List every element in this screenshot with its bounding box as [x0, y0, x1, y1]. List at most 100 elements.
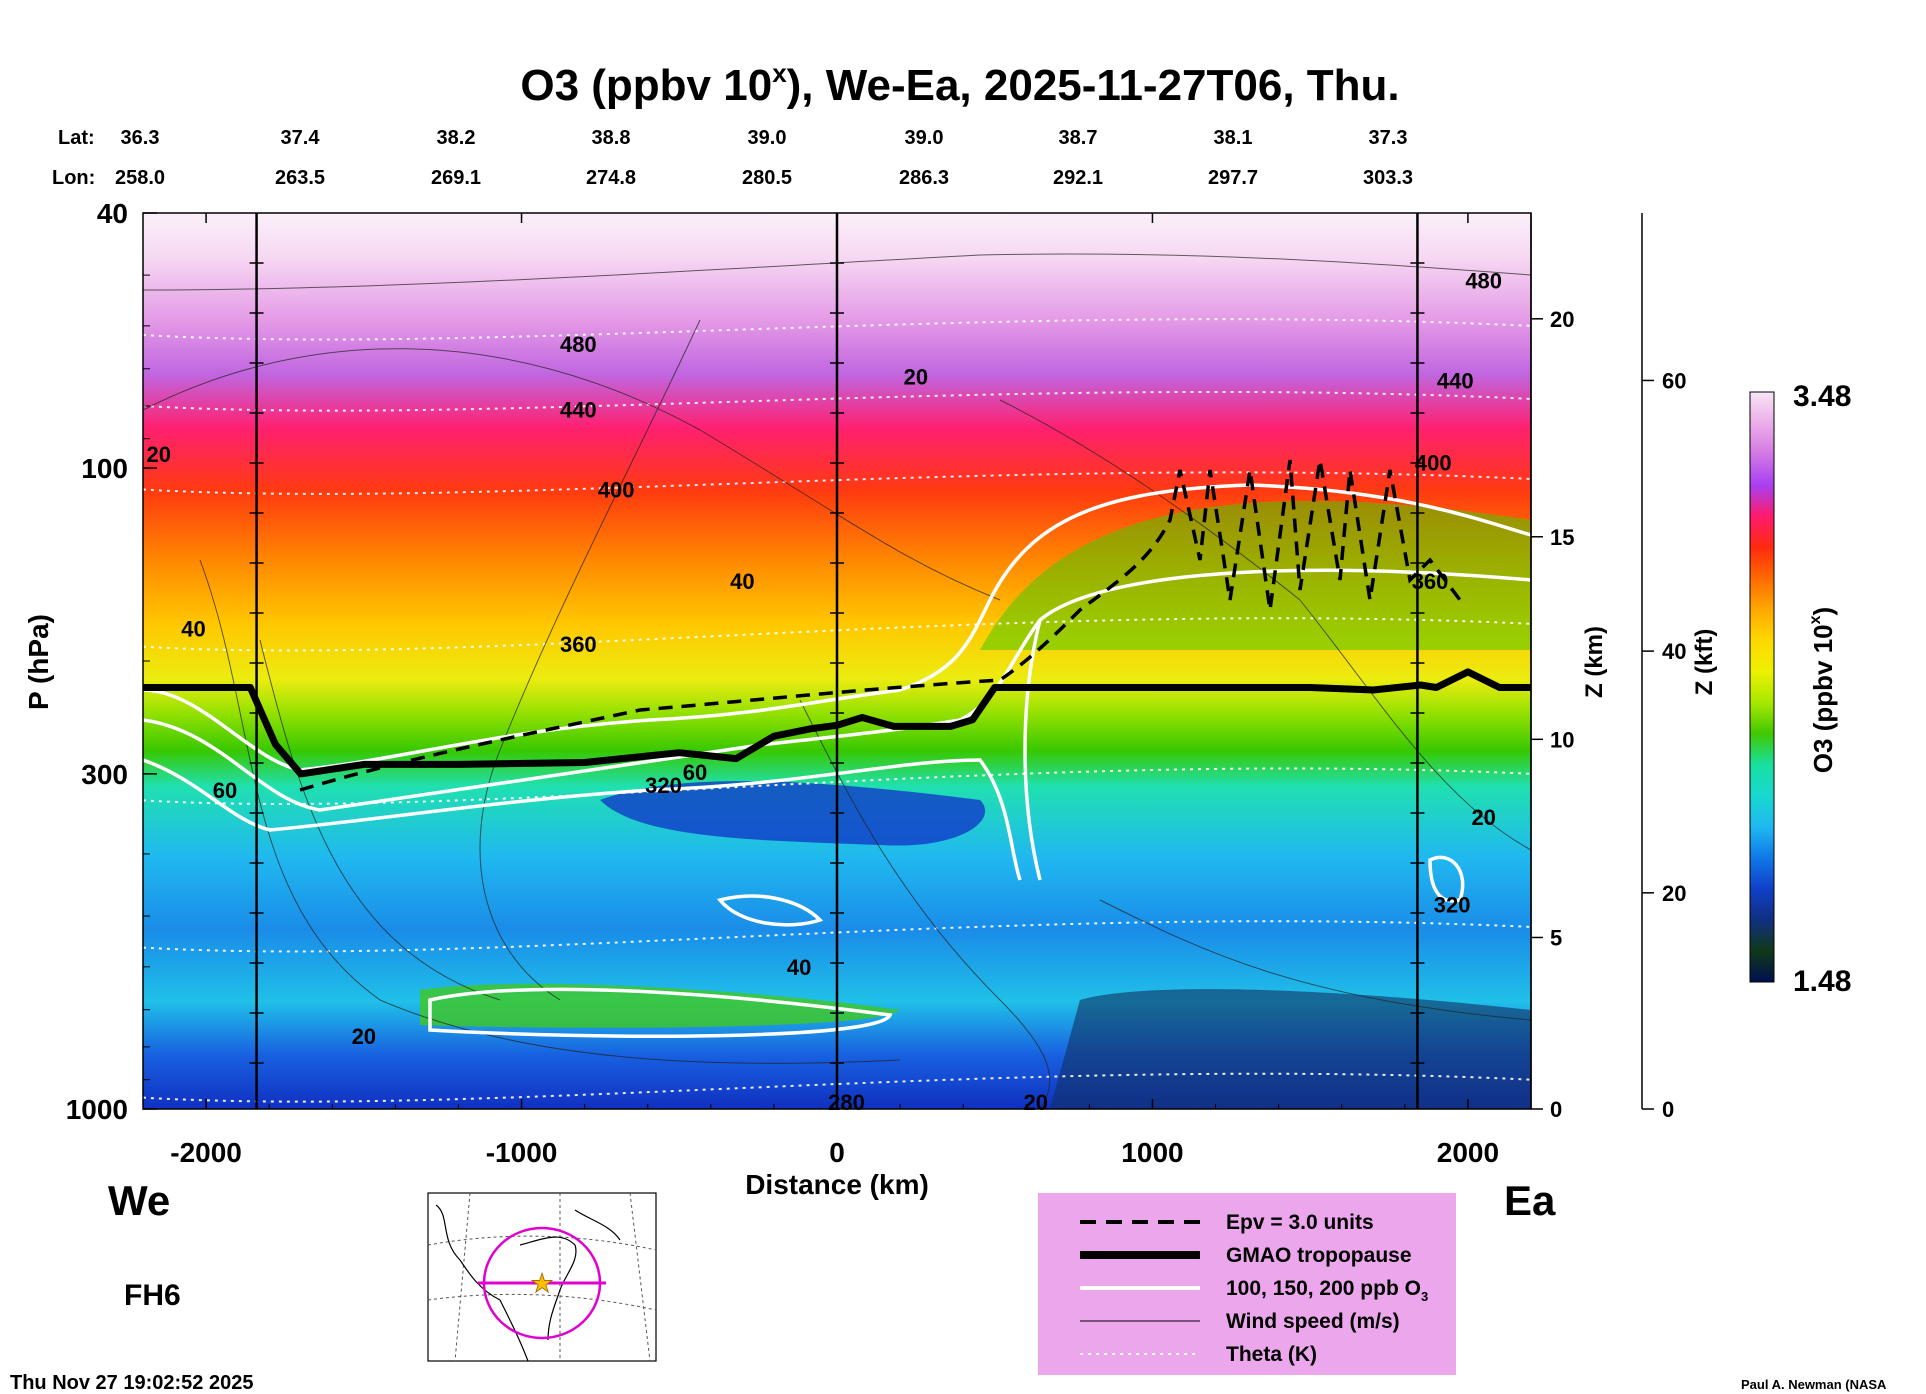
- ozone-contour: [1428, 855, 1465, 903]
- legend-label-text: GMAO tropopause: [1226, 1244, 1412, 1267]
- z-kft-tick-label: 60: [1662, 368, 1686, 393]
- legend-label-text: 100, 150, 200 ppb O: [1226, 1277, 1421, 1300]
- wind-label: 40: [181, 617, 205, 642]
- theta-contour: [143, 767, 1531, 805]
- theta-contour: [143, 1072, 1531, 1103]
- lat-value: 37.3: [1369, 127, 1408, 149]
- theta-label: 280: [828, 1090, 865, 1115]
- z-kft-tick-label: 40: [1662, 639, 1686, 664]
- wind-speed-contours: [143, 253, 1531, 1109]
- y-tick-label: 1000: [66, 1094, 128, 1125]
- reference-vertical-lines: [249, 213, 1425, 1109]
- lon-value: 269.1: [431, 167, 481, 189]
- west-label: We: [108, 1177, 170, 1224]
- theta-label: 360: [1412, 569, 1449, 594]
- ozone-contour: [143, 568, 1531, 812]
- legend-label: 100, 150, 200 ppb O3: [1226, 1277, 1428, 1304]
- lon-value: 286.3: [899, 167, 949, 189]
- wind-contour: [479, 319, 701, 1001]
- ozone-contour: [1023, 619, 1042, 881]
- forecast-hour-label: FH6: [124, 1279, 181, 1312]
- lat-value: 39.0: [905, 127, 944, 149]
- legend: Epv = 3.0 units GMAO tropopause 100, 150, …: [1038, 1193, 1456, 1375]
- legend-label: Wind speed (m/s): [1226, 1310, 1400, 1333]
- wind-contour: [143, 348, 1001, 601]
- tropopause-line: [143, 668, 1531, 778]
- wind-contour: [143, 253, 1531, 291]
- lon-value: 292.1: [1053, 167, 1103, 189]
- tropopause-path: [143, 668, 1531, 778]
- theta-label: 320: [645, 773, 682, 798]
- contour-labels: 480 440 400 360 320 280 480 440 400 360 320 20 40 60 4…: [147, 269, 1503, 1115]
- theta-label: 440: [560, 397, 597, 422]
- ozone-green-intrusion: [980, 500, 1531, 650]
- theta-label: 400: [1415, 450, 1452, 475]
- timestamp: Thu Nov 27 19:02:52 2025: [10, 1372, 253, 1394]
- z-kft-axis-label: Z (kft): [1691, 629, 1718, 696]
- lat-value: 38.7: [1059, 127, 1098, 149]
- lon-row-label: Lon:: [52, 167, 95, 189]
- x-axis-label: Distance (km): [745, 1169, 929, 1200]
- theta-label: 320: [1434, 893, 1471, 918]
- wind-label: 20: [1023, 1090, 1047, 1115]
- legend-label-sub: 3: [1421, 1289, 1428, 1304]
- z-km-tick-label: 10: [1550, 727, 1574, 752]
- credit: Paul A. Newman (NASA: [1741, 1377, 1887, 1392]
- lon-value: 274.8: [586, 167, 636, 189]
- wind-label: 20: [904, 365, 928, 390]
- y-tick-label: 300: [81, 759, 128, 790]
- y-axis-label: P (hPa): [23, 614, 54, 710]
- theta-contour: [143, 920, 1531, 953]
- legend-label-text: Wind speed (m/s): [1226, 1310, 1400, 1333]
- z-kft-tick-label: 20: [1662, 881, 1686, 906]
- lon-value: 297.7: [1208, 167, 1258, 189]
- theta-label: 480: [560, 332, 597, 357]
- legend-label-text: Theta (K): [1226, 1343, 1317, 1366]
- wind-label: 20: [147, 442, 171, 467]
- z-km-tick-label: 0: [1550, 1097, 1562, 1122]
- colorbar-title: O3 (ppbv 10x): [1807, 607, 1838, 773]
- lon-value: 280.5: [742, 167, 792, 189]
- theta-label: 360: [560, 632, 597, 657]
- lat-value: 36.3: [121, 127, 160, 149]
- lat-value: 38.1: [1214, 127, 1253, 149]
- z-kft-axis: 0 20 40 60: [1641, 213, 1686, 1122]
- ozone-contour: [143, 758, 1022, 881]
- wind-label: 60: [683, 760, 707, 785]
- plot-area: 480 440 400 360 320 280 480 440 400 360 320 20 40 60 4…: [142, 212, 1532, 1115]
- wind-label: 20: [1471, 805, 1495, 830]
- y-tick-label: 100: [81, 453, 128, 484]
- z-kft-tick-label: 0: [1662, 1097, 1674, 1122]
- y-axis: 40 100 300 1000: [66, 198, 157, 1125]
- colorbar-scale: [1749, 391, 1775, 983]
- lat-value: 39.0: [748, 127, 787, 149]
- low-ozone-region: [600, 781, 986, 846]
- theta-label: 400: [598, 477, 635, 502]
- legend-label: GMAO tropopause: [1226, 1244, 1412, 1267]
- lat-value: 37.4: [281, 127, 321, 149]
- wind-contour: [1099, 899, 1531, 1021]
- x-tick-label: -1000: [486, 1137, 558, 1168]
- theta-label: 480: [1465, 269, 1502, 294]
- x-tick-label: 0: [829, 1137, 845, 1168]
- wind-contour: [999, 399, 1531, 851]
- z-km-tick-label: 15: [1550, 525, 1574, 550]
- theta-contours: [143, 318, 1531, 1103]
- east-label: Ea: [1504, 1177, 1556, 1224]
- theta-label: 440: [1437, 368, 1474, 393]
- wind-label: 40: [787, 955, 811, 980]
- lat-row-label: Lat:: [58, 127, 95, 149]
- theta-contour: [143, 617, 1531, 652]
- legend-label-text: Epv = 3.0 units: [1226, 1211, 1374, 1234]
- wind-label: 60: [213, 778, 237, 803]
- y-tick-label: 40: [97, 198, 128, 229]
- chart-title: O3 (ppbv 10x), We-Ea, 2025-11-27T06, Thu…: [520, 58, 1399, 110]
- colorbar-max-label: 3.48: [1793, 380, 1851, 413]
- lat-value: 38.2: [437, 127, 476, 149]
- wind-contour: [199, 559, 901, 1064]
- lon-value: 303.3: [1363, 167, 1413, 189]
- lon-value: 263.5: [275, 167, 325, 189]
- z-km-axis: 0 5 10 15 20: [1530, 213, 1574, 1122]
- theta-contour: [143, 471, 1531, 495]
